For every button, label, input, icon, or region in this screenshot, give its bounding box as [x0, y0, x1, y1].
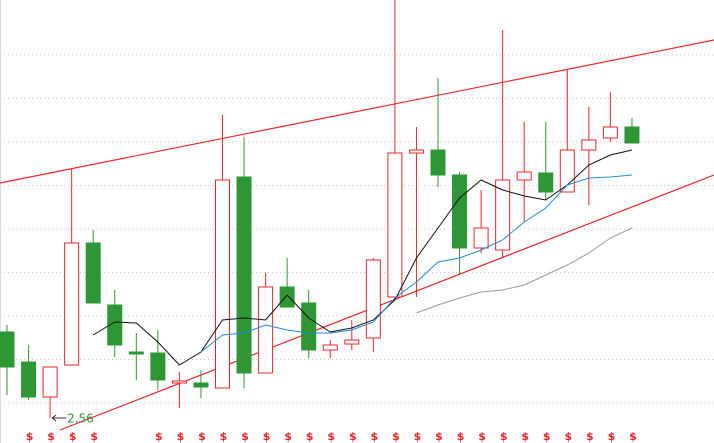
signal-marker: $	[457, 430, 465, 443]
candle-body	[42, 366, 58, 398]
signal-marker: $	[263, 430, 271, 443]
signal-marker: $	[198, 430, 206, 443]
signal-marker: $	[629, 430, 637, 443]
signal-marker: $	[69, 430, 77, 443]
candle-body	[581, 139, 597, 151]
trend-line	[0, 39, 714, 184]
candle-body	[344, 339, 360, 345]
candle-body	[193, 382, 209, 388]
signal-marker: $	[586, 430, 594, 443]
candle-body	[85, 242, 101, 304]
trend-line	[59, 174, 714, 431]
signal-marker: $	[306, 430, 314, 443]
candle-body	[0, 331, 15, 368]
signal-marker: $	[241, 430, 249, 443]
signal-marker: $	[478, 430, 486, 443]
candle-body	[365, 259, 381, 339]
candle-body	[408, 149, 424, 154]
signal-marker: $	[521, 430, 529, 443]
candle-body	[150, 352, 166, 381]
candle-body	[21, 361, 37, 398]
signal-marker: $	[564, 430, 572, 443]
signal-marker: $	[371, 430, 379, 443]
candle-body	[215, 179, 230, 389]
signal-marker: $	[392, 430, 400, 443]
signal-marker: $	[349, 430, 357, 443]
signal-marker: $	[284, 430, 292, 443]
candle-body	[301, 302, 317, 351]
candle-body	[387, 152, 403, 298]
moving-average-line	[416, 227, 633, 314]
moving-average-line	[200, 174, 632, 353]
candle-body	[624, 126, 640, 144]
annotation-arrow	[51, 414, 57, 422]
signal-marker: $	[177, 430, 185, 443]
candle-body	[516, 171, 532, 181]
candle-body	[279, 286, 295, 308]
candle-body	[236, 176, 252, 374]
signal-marker: $	[543, 430, 551, 443]
annotation-label: 2.56	[67, 412, 94, 426]
candle-body	[473, 227, 489, 249]
candle-body	[452, 174, 468, 249]
candle-body	[538, 172, 554, 193]
candle-body	[602, 126, 618, 139]
candle-body	[495, 179, 511, 251]
candle-body	[430, 149, 446, 176]
candle-body	[258, 286, 274, 374]
signal-marker: $	[608, 430, 616, 443]
signal-marker: $	[435, 430, 443, 443]
moving-average-line	[92, 149, 633, 366]
signal-marker: $	[26, 430, 34, 443]
signal-marker: $	[220, 430, 228, 443]
signal-marker: $	[155, 430, 163, 443]
candle-body	[171, 380, 187, 384]
candle-body	[107, 304, 123, 346]
candle-body	[322, 344, 338, 351]
signal-marker: $	[500, 430, 508, 443]
candle-body	[64, 242, 80, 366]
signal-marker: $	[414, 430, 422, 443]
signal-marker: $	[327, 430, 335, 443]
signal-marker: $	[47, 430, 55, 443]
candle-body	[128, 351, 144, 355]
signal-marker: $	[90, 430, 98, 443]
